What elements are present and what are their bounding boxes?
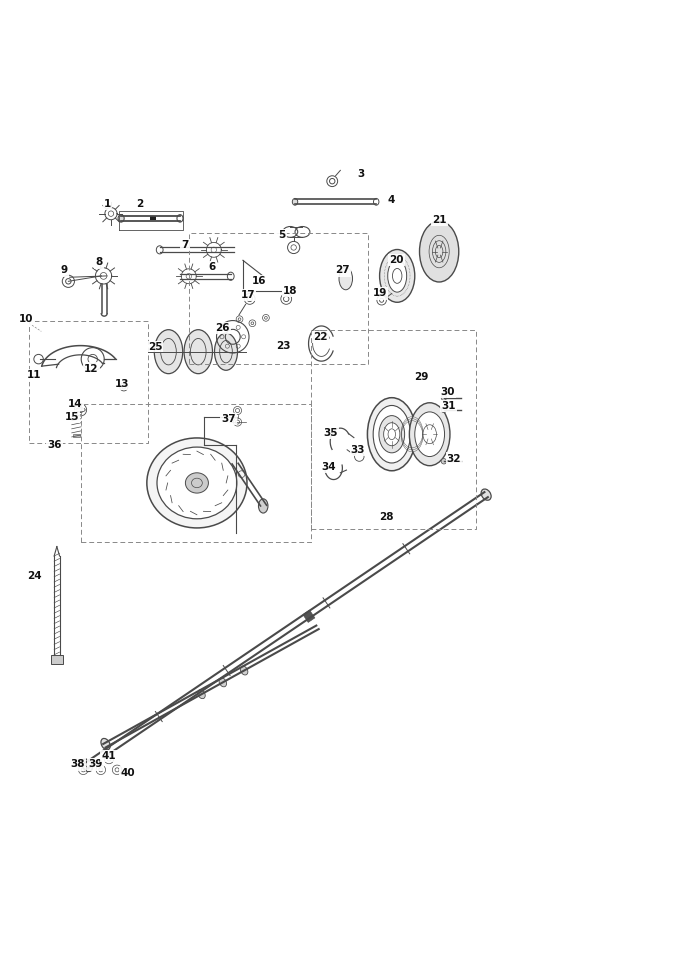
Text: 26: 26 (216, 323, 230, 333)
Ellipse shape (157, 447, 237, 519)
Ellipse shape (410, 403, 450, 466)
Ellipse shape (292, 199, 298, 206)
Circle shape (441, 459, 447, 464)
Text: 33: 33 (351, 445, 365, 455)
Ellipse shape (241, 666, 248, 675)
Text: 17: 17 (240, 290, 255, 300)
Text: 9: 9 (61, 266, 68, 276)
Text: 29: 29 (414, 372, 428, 383)
Ellipse shape (185, 472, 208, 493)
Text: 31: 31 (441, 401, 456, 411)
Text: 2: 2 (136, 199, 143, 209)
Text: 34: 34 (321, 462, 336, 471)
Ellipse shape (481, 489, 491, 501)
Text: 20: 20 (389, 255, 404, 265)
Text: 24: 24 (27, 572, 42, 581)
Ellipse shape (373, 405, 410, 463)
Text: 19: 19 (372, 288, 386, 298)
Ellipse shape (380, 249, 415, 302)
Ellipse shape (384, 423, 400, 446)
Ellipse shape (81, 759, 92, 771)
Text: 27: 27 (335, 266, 350, 276)
Ellipse shape (214, 333, 237, 370)
Ellipse shape (379, 416, 405, 453)
Text: 6: 6 (208, 262, 216, 272)
Ellipse shape (388, 260, 407, 292)
Text: 11: 11 (27, 370, 42, 381)
Text: 5: 5 (279, 230, 286, 241)
Circle shape (441, 395, 447, 400)
Ellipse shape (420, 221, 459, 282)
Text: 35: 35 (323, 428, 338, 438)
Bar (51, 655, 63, 664)
Text: 12: 12 (84, 363, 98, 374)
Ellipse shape (415, 412, 445, 457)
Text: 15: 15 (64, 412, 79, 422)
Text: 21: 21 (432, 214, 446, 225)
Text: 8: 8 (95, 257, 102, 268)
Ellipse shape (258, 499, 268, 513)
Text: 1: 1 (104, 199, 111, 209)
Ellipse shape (76, 408, 85, 412)
Text: 41: 41 (102, 751, 116, 762)
Bar (303, 610, 315, 622)
Text: 14: 14 (68, 399, 83, 409)
Text: 32: 32 (447, 454, 461, 464)
Ellipse shape (219, 678, 226, 687)
Bar (150, 216, 156, 220)
Text: 18: 18 (283, 285, 298, 296)
Text: 25: 25 (148, 342, 162, 352)
Text: 3: 3 (358, 169, 365, 179)
Text: 28: 28 (379, 511, 394, 522)
Text: 4: 4 (387, 195, 395, 206)
Ellipse shape (147, 438, 247, 528)
Text: 16: 16 (252, 277, 266, 286)
Ellipse shape (198, 690, 205, 698)
Ellipse shape (367, 397, 416, 470)
Ellipse shape (184, 329, 212, 374)
Text: 13: 13 (115, 379, 129, 390)
Text: 7: 7 (181, 240, 188, 249)
Text: 10: 10 (19, 315, 34, 324)
Text: 22: 22 (313, 332, 328, 342)
Text: 30: 30 (440, 388, 454, 397)
Text: 36: 36 (47, 440, 62, 450)
Ellipse shape (118, 214, 124, 222)
Text: 40: 40 (121, 768, 135, 777)
Ellipse shape (101, 738, 111, 750)
Bar (73, 434, 80, 437)
Ellipse shape (339, 268, 353, 290)
Text: 37: 37 (222, 414, 236, 425)
Text: 39: 39 (88, 760, 102, 769)
Circle shape (441, 407, 447, 413)
Text: 23: 23 (276, 341, 291, 352)
Ellipse shape (155, 329, 182, 374)
Text: 38: 38 (70, 760, 84, 769)
